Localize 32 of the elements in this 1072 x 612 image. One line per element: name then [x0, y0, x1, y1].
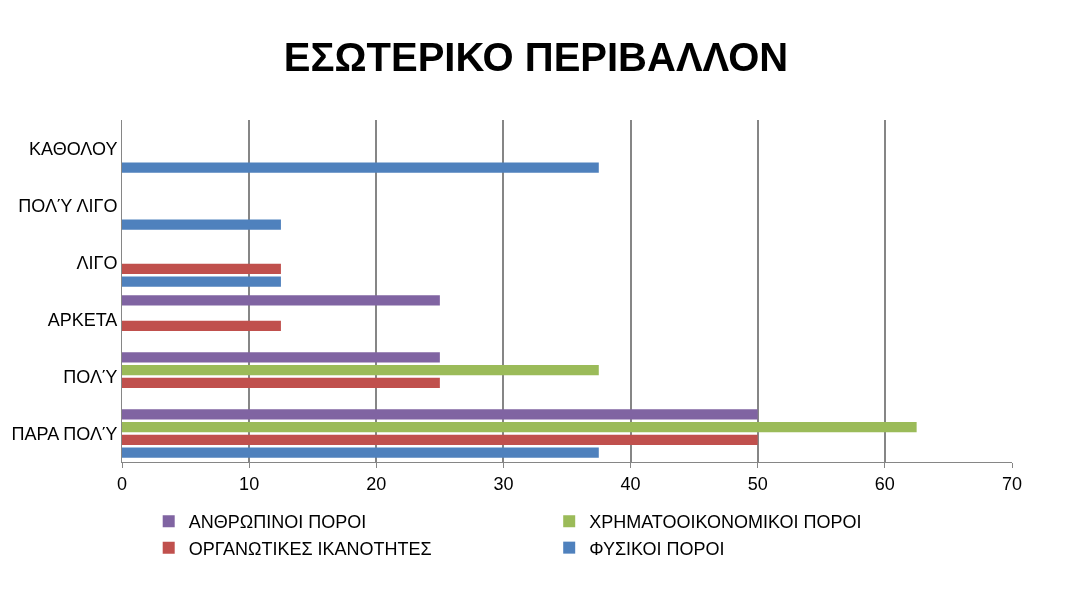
y-tick-label: ΚΑΘΟΛΟΥ — [29, 138, 118, 159]
bar — [122, 364, 599, 376]
y-tick-label: ΠΟΛΎ ΛΙΓΟ — [18, 195, 118, 216]
x-tick-label: 40 — [620, 473, 641, 494]
x-tick-label: 60 — [874, 473, 895, 494]
x-tick-label: 70 — [1001, 473, 1023, 494]
bar — [122, 162, 599, 173]
x-tick-label: 0 — [116, 473, 128, 494]
x-tick-label: 20 — [366, 473, 387, 494]
legend-label: ΧΡΗΜΑΤΟΟΙΚΟΝΟΜΙΚΟΙ ΠΟΡΟΙ — [589, 512, 862, 533]
x-tick-label: 50 — [747, 473, 768, 494]
bar — [122, 320, 281, 332]
bar — [122, 434, 758, 446]
y-tick-label: ΛΙΓΟ — [76, 252, 118, 273]
bar — [122, 263, 281, 275]
bar — [122, 352, 440, 363]
bar — [122, 409, 758, 420]
y-tick-label: ΑΡΚΕΤΑ — [47, 309, 118, 330]
x-tick-label: 30 — [493, 473, 514, 494]
bar — [122, 421, 917, 433]
legend-label: ΑΝΘΡΩΠΙΝΟΙ ΠΟΡΟΙ — [188, 512, 367, 533]
legend-label: ΦΥΣΙΚΟΙ ΠΟΡΟΙ — [589, 538, 725, 559]
y-tick-label: ΠΑΡΑ ΠΟΛΎ — [11, 423, 118, 444]
y-tick-label: ΠΟΛΎ — [63, 366, 118, 387]
bar — [122, 447, 599, 458]
bar — [122, 377, 440, 389]
bar — [122, 219, 281, 230]
chart-title: ΕΣΩΤΕΡΙΚΟ ΠΕΡΙΒΑΛΛΟΝ — [283, 34, 789, 79]
legend-label: ΟΡΓΑΝΩΤΙΚΕΣ ΙΚΑΝΟΤΗΤΕΣ — [188, 538, 432, 559]
x-tick-label: 10 — [239, 473, 260, 494]
bar — [122, 295, 440, 306]
bar — [122, 276, 281, 287]
